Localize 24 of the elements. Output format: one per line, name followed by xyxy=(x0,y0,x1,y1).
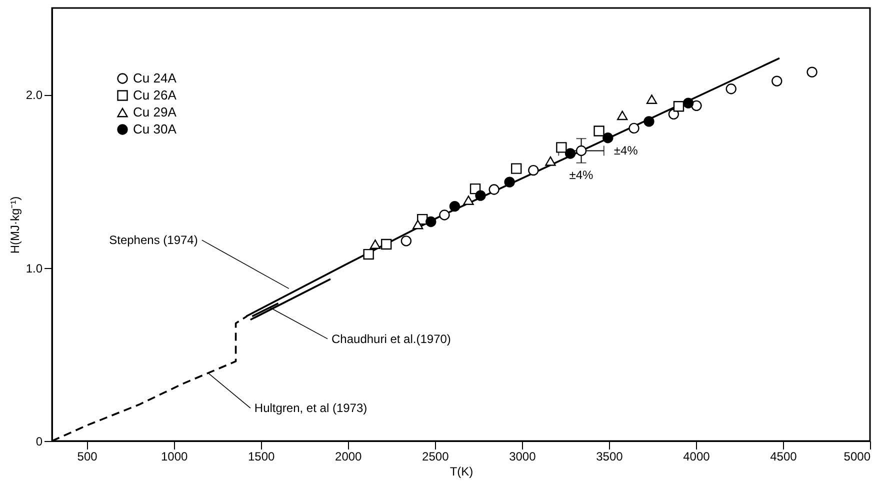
x-tick-label: 1500 xyxy=(248,450,276,464)
x-tick-label: 2000 xyxy=(335,450,362,464)
legend-label: Cu 29A xyxy=(133,104,177,120)
legend-label: Cu 24A xyxy=(133,70,177,86)
y-tick-label: 1.0 xyxy=(26,261,43,276)
y-tick-label: 2.0 xyxy=(26,88,43,102)
annotation: ±4% xyxy=(614,144,638,158)
x-tick-label: 5000 xyxy=(844,450,871,464)
x-tick-label: 3000 xyxy=(509,450,536,464)
x-tick-label: 500 xyxy=(77,450,98,464)
legend-label: Cu 26A xyxy=(133,88,177,102)
x-tick-label: 4000 xyxy=(683,450,710,464)
x-tick-label: 4500 xyxy=(770,450,798,464)
x-tick-label: 3500 xyxy=(596,450,624,464)
y-tick-label: 0 xyxy=(36,434,43,448)
annotation: Stephens (1974) xyxy=(109,233,198,248)
x-axis-title: T(K) xyxy=(450,464,474,478)
x-tick-label: 1000 xyxy=(160,450,188,464)
x-tick-label: 2500 xyxy=(422,450,450,464)
annotation: ±4% xyxy=(569,168,594,182)
y-axis-title: H(MJ·kg⁻¹) xyxy=(8,196,22,254)
legend-label: Cu 30A xyxy=(133,122,177,136)
annotation: Chaudhuri et al.(1970) xyxy=(332,332,451,346)
annotation: Hultgren, et al (1973) xyxy=(254,401,368,416)
